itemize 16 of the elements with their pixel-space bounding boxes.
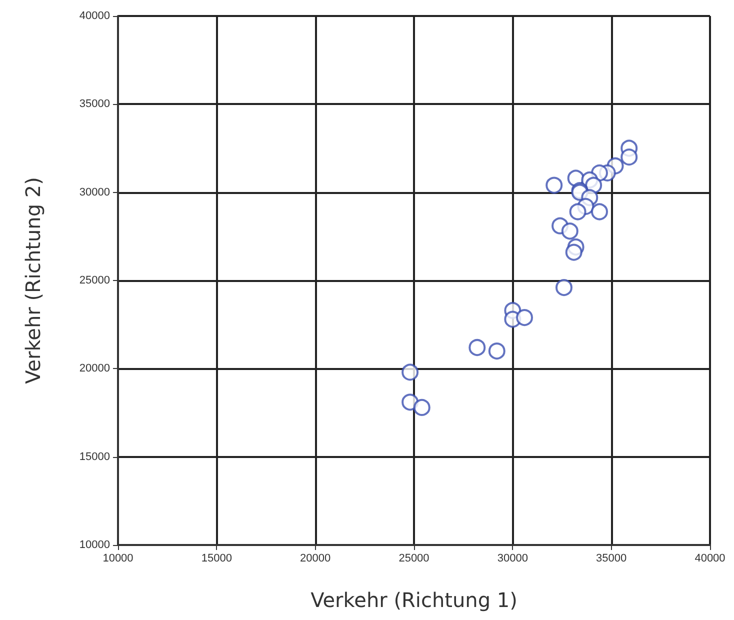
y-tick-label: 30000: [79, 186, 110, 198]
y-tick-label: 10000: [79, 539, 110, 551]
y-axis-title: Verkehr (Richtung 2): [21, 177, 45, 384]
x-tick-label: 30000: [497, 552, 528, 564]
x-axis-title: Verkehr (Richtung 1): [310, 588, 518, 612]
x-tick-label: 25000: [398, 552, 430, 564]
y-tick-label: 40000: [79, 10, 110, 22]
y-tick-label: 25000: [79, 274, 110, 286]
x-tick-label: 20000: [300, 552, 331, 564]
x-tick-label: 40000: [694, 552, 726, 564]
y-tick-label: 20000: [79, 362, 110, 375]
x-tick-label: 15000: [201, 552, 232, 564]
y-tick-label: 15000: [79, 450, 110, 463]
x-tick-label: 35000: [596, 552, 627, 564]
y-tick-label: 35000: [79, 98, 110, 110]
x-tick-label: 10000: [102, 552, 134, 564]
